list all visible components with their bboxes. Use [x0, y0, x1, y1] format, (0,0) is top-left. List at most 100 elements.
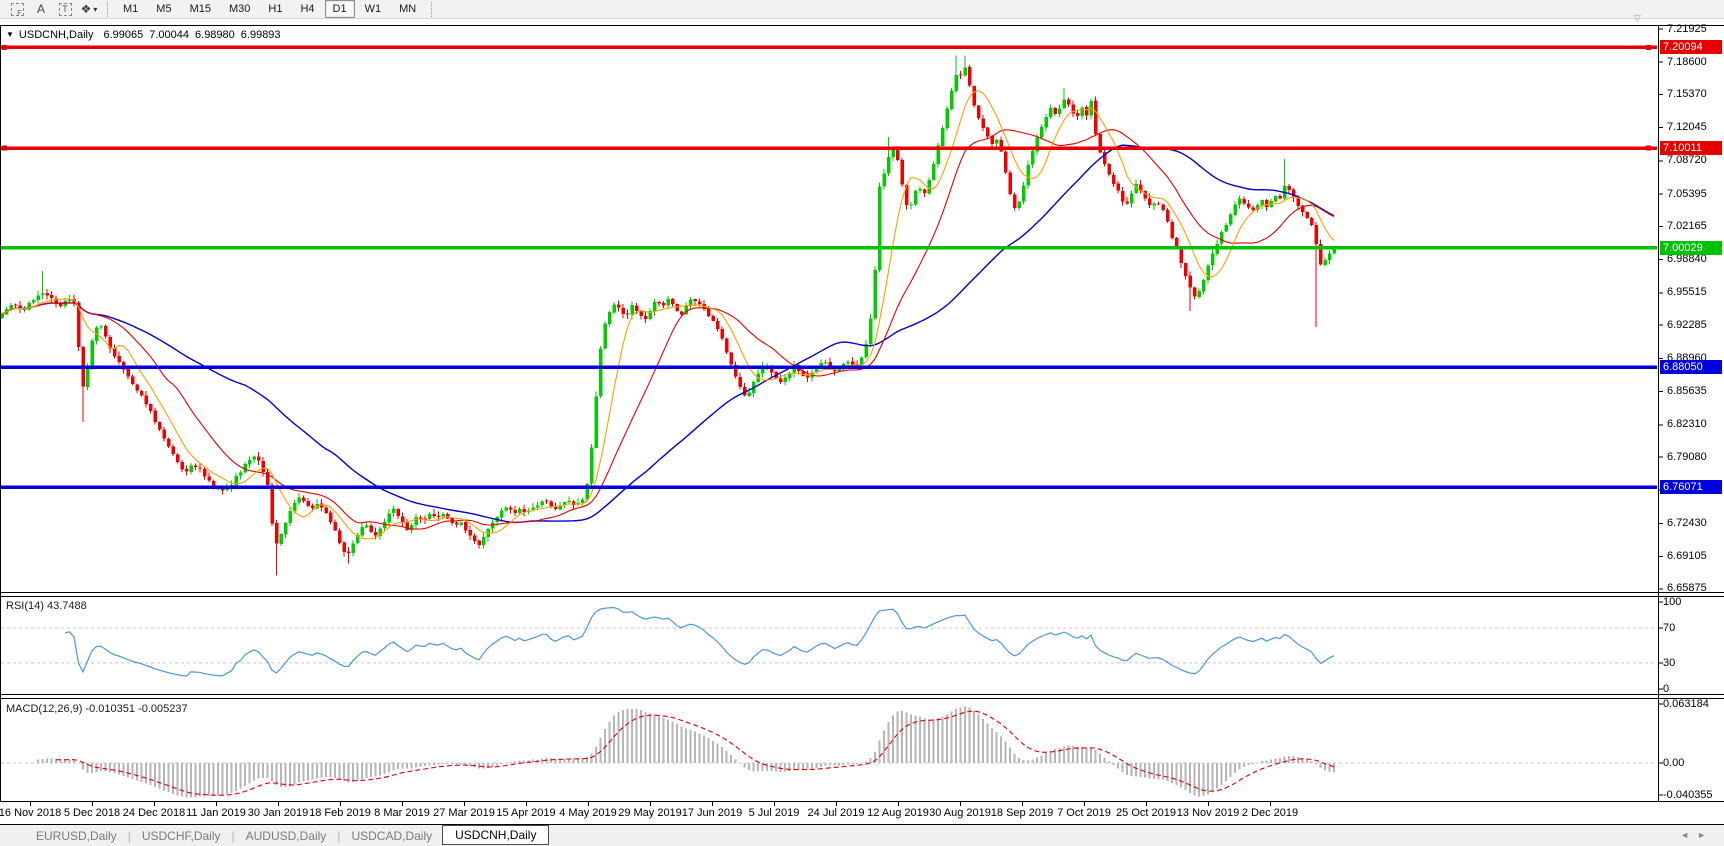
date-label: 15 Apr 2019 [496, 807, 556, 819]
text-icon[interactable]: A [36, 2, 45, 16]
date-label: 11 Jan 2019 [186, 807, 246, 819]
date-label: 29 May 2019 [618, 807, 682, 819]
crosshair-grid-icon[interactable]: F [6, 1, 28, 18]
tab-separator: | [127, 828, 131, 843]
tab-scroll-right-icon[interactable]: ► [1697, 830, 1714, 840]
chart-tab-eurusd[interactable]: EURUSD,Daily [36, 828, 117, 843]
ma-mid-line [1, 129, 1335, 530]
text-label-icon[interactable]: T [54, 1, 76, 18]
price-badge: 6.88050 [1660, 360, 1722, 374]
date-label: 13 Nov 2019 [1176, 807, 1240, 819]
date-label: 24 Jul 2019 [807, 807, 865, 819]
date-label: 18 Sep 2019 [990, 807, 1054, 819]
rsi-indicator-label: RSI(14) 43.7488 [6, 600, 87, 612]
date-label: 7 Oct 2019 [1057, 807, 1111, 819]
timeframe-button-h1[interactable]: H1 [268, 3, 283, 15]
date-label: 2 Dec 2019 [1241, 807, 1299, 819]
price-tick-label: 6.69105 [1667, 550, 1707, 562]
chart-tab-usdcad[interactable]: USDCAD,Daily [351, 828, 433, 843]
macd-scale-label: -0.040355 [1663, 789, 1713, 801]
chart-tab-audusd[interactable]: AUDUSD,Daily [245, 828, 327, 843]
timeframe-button-m15[interactable]: M15 [189, 3, 211, 15]
price-tick-label: 6.98840 [1667, 253, 1707, 265]
date-label: 17 Jun 2019 [681, 807, 743, 819]
price-tick-label: 7.12045 [1667, 121, 1707, 133]
arrows-tool-icon[interactable]: ❖ ▾ [80, 2, 98, 16]
price-tick-label: 6.82310 [1667, 418, 1707, 430]
ma-slow-line [1, 144, 1335, 524]
chart-tab-usdcnh[interactable]: USDCNH,Daily [442, 824, 550, 845]
timeframe-button-m1[interactable]: M1 [123, 3, 139, 15]
symbol-name: USDCNH,Daily [18, 29, 94, 41]
toolbar-separator [431, 1, 433, 17]
chart-tab-usdchf[interactable]: USDCHF,Daily [141, 828, 221, 843]
rsi-line [64, 606, 1335, 677]
tab-scroll-left-icon[interactable]: ◄ [1680, 830, 1698, 840]
macd-signal-line [55, 710, 1335, 796]
toolbar-separator [107, 1, 108, 17]
date-label: 5 Jul 2019 [748, 807, 800, 819]
price-tick-label: 6.85635 [1667, 385, 1707, 397]
price-tick-label: 6.79080 [1667, 451, 1707, 463]
timeframe-button-w1[interactable]: W1 [364, 3, 382, 15]
tab-separator: | [231, 828, 235, 843]
date-label: 30 Jan 2019 [247, 807, 309, 819]
date-label: 25 Oct 2019 [1116, 807, 1176, 819]
price-tick-label: 7.21925 [1667, 23, 1707, 35]
quote-open: 6.99065 [103, 29, 144, 41]
tab-separator: | [337, 828, 341, 843]
date-label: 5 Dec 2018 [63, 807, 121, 819]
price-tick-label: 7.08720 [1667, 154, 1707, 166]
price-badge: 7.10011 [1660, 141, 1722, 155]
macd-indicator-label: MACD(12,26,9) -0.010351 -0.005237 [6, 703, 188, 715]
macd-histogram [37, 706, 1335, 798]
rsi-scale-label: 0 [1663, 683, 1670, 695]
hline-handle-right[interactable] [1646, 44, 1651, 50]
price-badge: 7.00029 [1660, 241, 1722, 255]
rsi-scale-label: 100 [1663, 596, 1682, 608]
date-label: 27 Mar 2019 [433, 807, 495, 819]
date-label: 4 May 2019 [559, 807, 617, 819]
price-tick-label: 7.02165 [1667, 220, 1707, 232]
timeframe-button-m5[interactable]: M5 [156, 3, 172, 15]
timeframe-button-m30[interactable]: M30 [228, 3, 251, 15]
date-label: 24 Dec 2018 [122, 807, 186, 819]
date-label: 30 Aug 2019 [929, 807, 991, 819]
price-badge: 7.20094 [1660, 40, 1722, 54]
price-tick-label: 6.95515 [1667, 286, 1707, 298]
timeframe-button-h4[interactable]: H4 [300, 3, 315, 15]
hline-handle-right[interactable] [1646, 145, 1651, 151]
price-tick-label: 6.65875 [1667, 582, 1707, 594]
timeframe-button-mn[interactable]: MN [399, 3, 417, 15]
rsi-scale-label: 30 [1663, 657, 1676, 669]
toolbar: F A T ❖ ▾ M1 M5 M15 M30 H1 H4 D1 W1 MN [0, 0, 1724, 19]
price-tick-label: 7.15370 [1667, 88, 1707, 100]
price-badge: 6.76071 [1660, 480, 1722, 494]
price-tick-label: 6.72430 [1667, 517, 1707, 529]
date-label: 18 Feb 2019 [309, 807, 371, 819]
macd-scale-label: 0.063184 [1663, 698, 1709, 710]
date-label: 16 Nov 2018 [0, 807, 62, 819]
dropdown-caret-icon[interactable]: ▾ [93, 4, 98, 14]
hline-handle-left[interactable] [2, 44, 7, 50]
price-tick-label: 6.92285 [1667, 319, 1707, 331]
ma-fast-line [1, 90, 1335, 540]
price-tick-label: 7.18600 [1667, 56, 1707, 68]
date-label: 8 Mar 2019 [374, 807, 430, 819]
rsi-scale-label: 70 [1663, 622, 1676, 634]
quote-high: 7.00044 [149, 29, 190, 41]
chart-tab-bar: EURUSD,Daily | USDCHF,Daily | AUDUSD,Daily | U… [0, 824, 1724, 846]
price-tick-label: 7.05395 [1667, 188, 1707, 200]
quote-close: 6.99893 [240, 29, 281, 41]
date-label: 12 Aug 2019 [867, 807, 929, 819]
quote-low: 6.98980 [195, 29, 235, 41]
timeframe-button-d1[interactable]: D1 [324, 0, 355, 18]
chart-shift-marker-icon[interactable]: ▽ [1634, 13, 1641, 23]
candlestick-series [1, 55, 1336, 576]
macd-scale-label: 0.00 [1663, 757, 1685, 769]
collapse-chart-icon[interactable]: ▼ [6, 30, 14, 39]
hline-handle-left[interactable] [2, 145, 7, 151]
symbol-header: ▼ USDCNH,Daily 6.99065 7.00044 6.98980 6.9989… [6, 29, 287, 41]
